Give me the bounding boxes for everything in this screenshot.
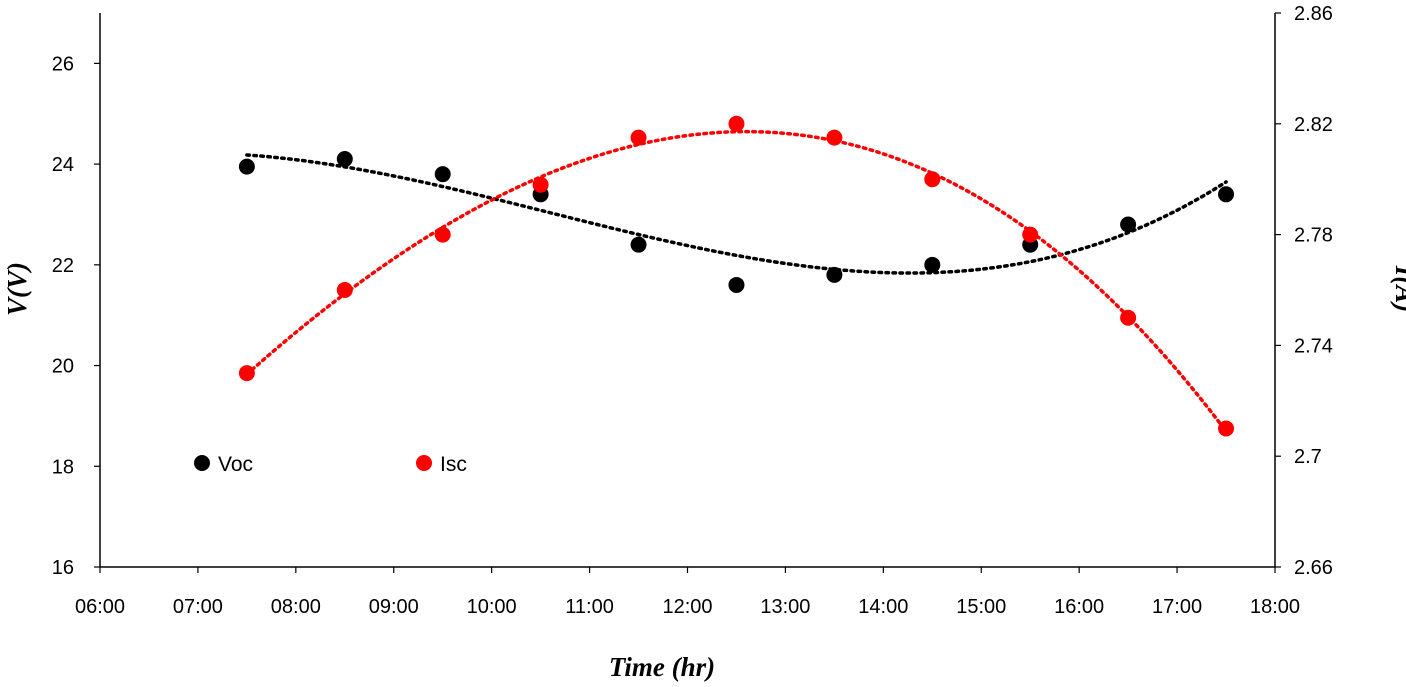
legend-label-isc: Isc xyxy=(440,453,467,476)
y-left-tick-label: 20 xyxy=(52,356,74,378)
isc-point xyxy=(630,129,647,146)
trendline-isc xyxy=(245,129,1228,433)
legend-label-voc: Voc xyxy=(218,453,253,476)
x-tick-label: 17:00 xyxy=(1152,596,1202,618)
x-tick-label: 16:00 xyxy=(1054,596,1104,618)
y-right-tick-label: 2.7 xyxy=(1294,446,1322,468)
voc-point xyxy=(826,266,843,283)
y-right-tick-label: 2.74 xyxy=(1294,335,1333,357)
y-left-tick-label: 24 xyxy=(52,154,74,176)
y-left-tick-label: 26 xyxy=(52,53,74,75)
x-axis-title: Time (hr) xyxy=(609,652,715,682)
voc-point xyxy=(1218,186,1235,203)
y-axis-left-title: V(V) xyxy=(2,262,32,316)
x-tick-label: 08:00 xyxy=(271,596,321,618)
voc-point xyxy=(238,158,255,175)
axes xyxy=(94,12,1281,573)
isc-point xyxy=(238,365,255,382)
isc-point xyxy=(826,129,843,146)
y-left-tick-label: 18 xyxy=(52,456,74,478)
y-right-tick-label: 2.66 xyxy=(1294,557,1333,579)
isc-point xyxy=(532,176,549,193)
isc-point xyxy=(1120,309,1137,326)
y-left-tick-label: 22 xyxy=(52,255,74,277)
voc-point xyxy=(1120,216,1137,233)
voc-point xyxy=(434,166,451,183)
y-left-tick-label: 16 xyxy=(52,557,74,579)
x-tick-label: 12:00 xyxy=(662,596,712,618)
voc-point xyxy=(336,151,353,168)
isc-point xyxy=(1022,226,1039,243)
x-tick-label: 14:00 xyxy=(858,596,908,618)
legend-marker-voc xyxy=(194,455,210,471)
x-tick-label: 06:00 xyxy=(75,596,125,618)
trendlines xyxy=(245,129,1228,433)
isc-point xyxy=(1218,420,1235,437)
voc-point xyxy=(630,236,647,253)
x-tick-label: 18:00 xyxy=(1250,596,1300,618)
x-tick-label: 07:00 xyxy=(173,596,223,618)
y-right-tick-label: 2.86 xyxy=(1294,3,1333,25)
isc-point xyxy=(434,226,451,243)
tick-labels: 06:00 07:00 08:00 09:00 10:00 11:00 12:00 13:00… xyxy=(52,3,1333,618)
legend-marker-isc xyxy=(416,455,432,471)
x-tick-label: 13:00 xyxy=(760,596,810,618)
isc-point xyxy=(728,115,745,132)
y-right-tick-label: 2.82 xyxy=(1294,114,1333,136)
legend: Voc Isc xyxy=(194,453,467,476)
x-tick-label: 10:00 xyxy=(467,596,517,618)
trendline-voc xyxy=(245,153,1228,275)
x-tick-label: 11:00 xyxy=(565,596,614,618)
isc-point xyxy=(924,171,941,188)
y-axis-right-title: I(A) xyxy=(1390,265,1406,313)
y-right-tick-label: 2.78 xyxy=(1294,225,1333,247)
x-tick-label: 09:00 xyxy=(369,596,419,618)
voc-point xyxy=(924,256,941,273)
x-tick-label: 15:00 xyxy=(956,596,1006,618)
data-points xyxy=(238,115,1235,437)
isc-point xyxy=(336,282,353,298)
voc-point xyxy=(728,276,745,293)
